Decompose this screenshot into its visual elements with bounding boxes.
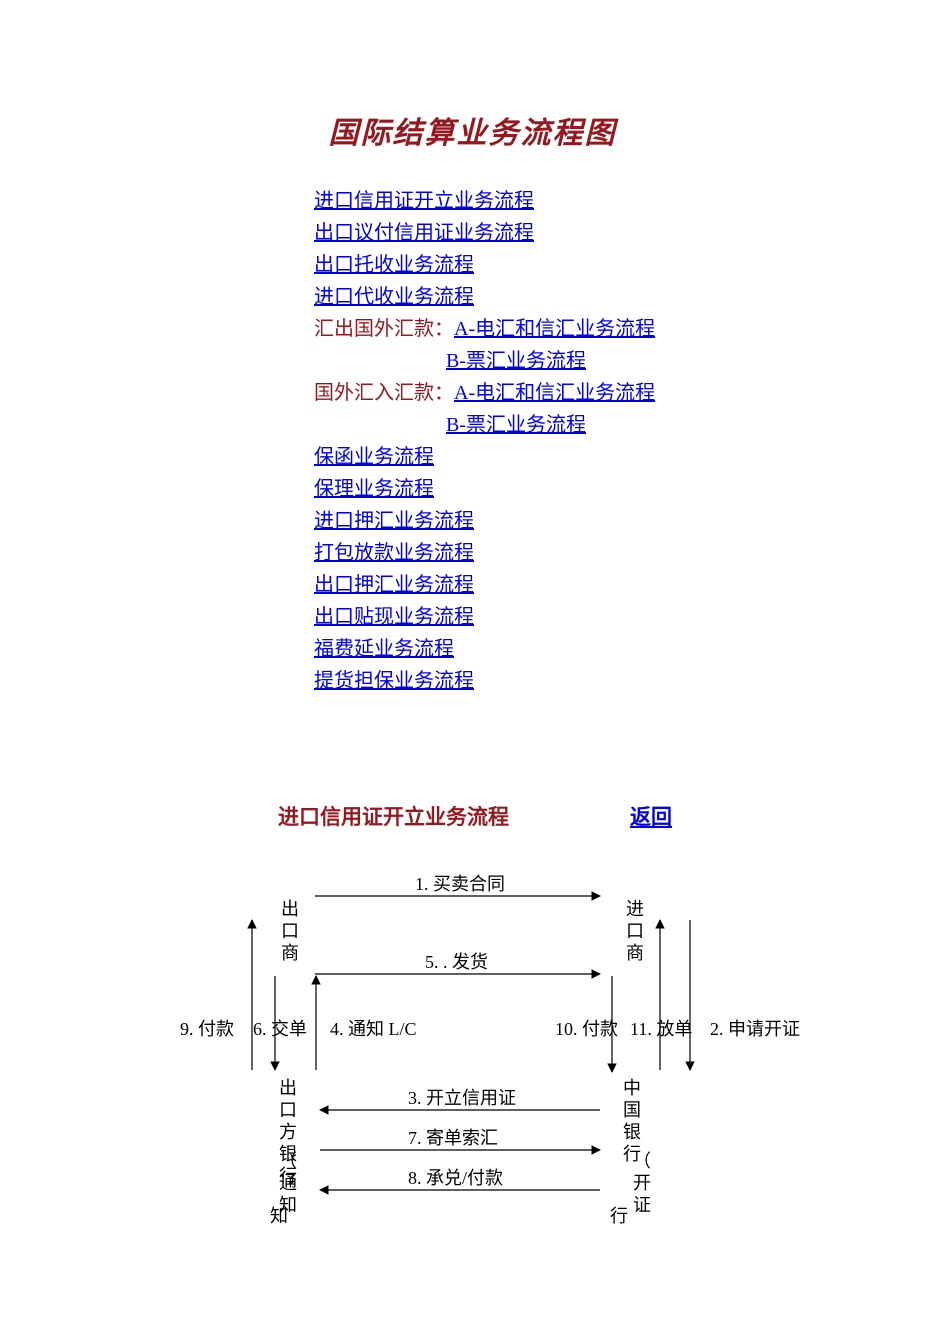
toc-link-1[interactable]: 进口信用证开立业务流程 [314,190,534,212]
toc-link-13[interactable]: 福费延业务流程 [314,638,454,660]
section-heading: 进口信用证开立业务流程 [278,801,509,831]
toc-link-5b[interactable]: B-票汇业务流程 [446,350,586,372]
toc-link-6b[interactable]: B-票汇业务流程 [446,414,586,436]
toc-label-6: 国外汇入汇款： [314,382,454,404]
toc-link-6a[interactable]: A-电汇和信汇业务流程 [454,382,655,404]
flow-node-cn_bank_2: （ 开 证 [632,1150,652,1216]
flow-node-importer: 进 口 商 [625,898,645,964]
flow-node-exporter: 出 口 商 [280,898,300,964]
toc-label-5: 汇出国外汇款： [314,318,454,340]
flow-edge-label: 4. 通知 L/C [330,1015,417,1041]
page-title: 国际结算业务流程图 [329,108,617,152]
flow-node-cn_bank_3: 行 [610,1202,628,1228]
flow-edge-label: 3. 开立信用证 [408,1084,516,1110]
toc-link-3[interactable]: 出口托收业务流程 [314,254,474,276]
toc-link-9[interactable]: 进口押汇业务流程 [314,510,474,532]
flow-edge-label: 7. 寄单索汇 [408,1124,498,1150]
flow-edge-label: 5. . 发货 [425,948,488,974]
flow-edge-label: 6. 交单 [253,1015,307,1041]
toc-link-2[interactable]: 出口议付信用证业务流程 [314,222,534,244]
toc-link-8[interactable]: 保理业务流程 [314,478,434,500]
flow-edge-label: 11. 放单 [630,1015,692,1041]
flow-diagram: 1. 买卖合同 5. . 发货 9. 付款 6. 交单 4. 通知 L/C 10. 付款 1… [0,860,945,1260]
toc-link-4[interactable]: 进口代收业务流程 [314,286,474,308]
toc-link-5a[interactable]: A-电汇和信汇业务流程 [454,318,655,340]
back-link[interactable]: 返回 [630,801,672,831]
toc-link-12[interactable]: 出口贴现业务流程 [314,606,474,628]
flow-svg [0,860,945,1260]
toc-link-10[interactable]: 打包放款业务流程 [314,542,474,564]
flow-node-exporter_bank_3: 知 [270,1202,288,1228]
toc-link-14[interactable]: 提货担保业务流程 [314,670,474,692]
flow-edge-label: 1. 买卖合同 [415,870,505,896]
flow-edge-label: 9. 付款 [180,1015,234,1041]
toc-link-7[interactable]: 保函业务流程 [314,446,434,468]
flow-edge-label: 2. 申请开证 [710,1015,800,1041]
toc-link-11[interactable]: 出口押汇业务流程 [314,574,474,596]
flow-edge-label: 8. 承兑/付款 [408,1164,503,1190]
flow-edge-label: 10. 付款 [555,1015,618,1041]
table-of-contents: 进口信用证开立业务流程 出口议付信用证业务流程 出口托收业务流程 进口代收业务流… [314,185,655,697]
